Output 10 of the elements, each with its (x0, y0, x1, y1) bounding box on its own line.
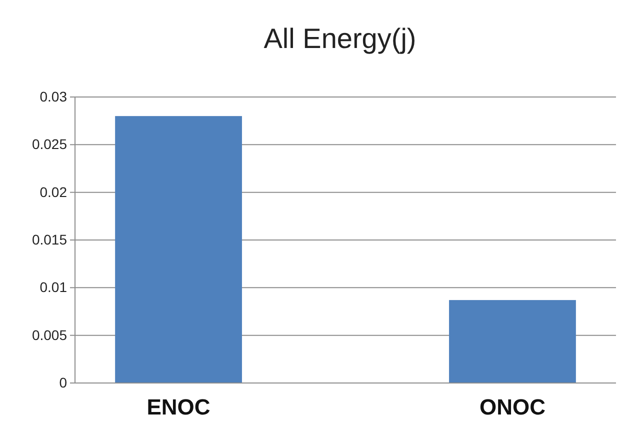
y-tick-label: 0.01 (40, 279, 68, 296)
y-tick-label: 0.005 (32, 326, 68, 343)
x-tick-label: ONOC (479, 394, 546, 420)
y-tick-label: 0 (59, 374, 68, 390)
y-tick-label: 0.015 (32, 231, 68, 248)
y-tick-label: 0.025 (32, 136, 68, 152)
y-tick-label: 0.02 (40, 184, 68, 200)
chart-title: All Energy(j) (264, 23, 416, 54)
x-tick-label: ENOC (146, 394, 210, 420)
y-tick-label: 0.03 (40, 88, 68, 104)
